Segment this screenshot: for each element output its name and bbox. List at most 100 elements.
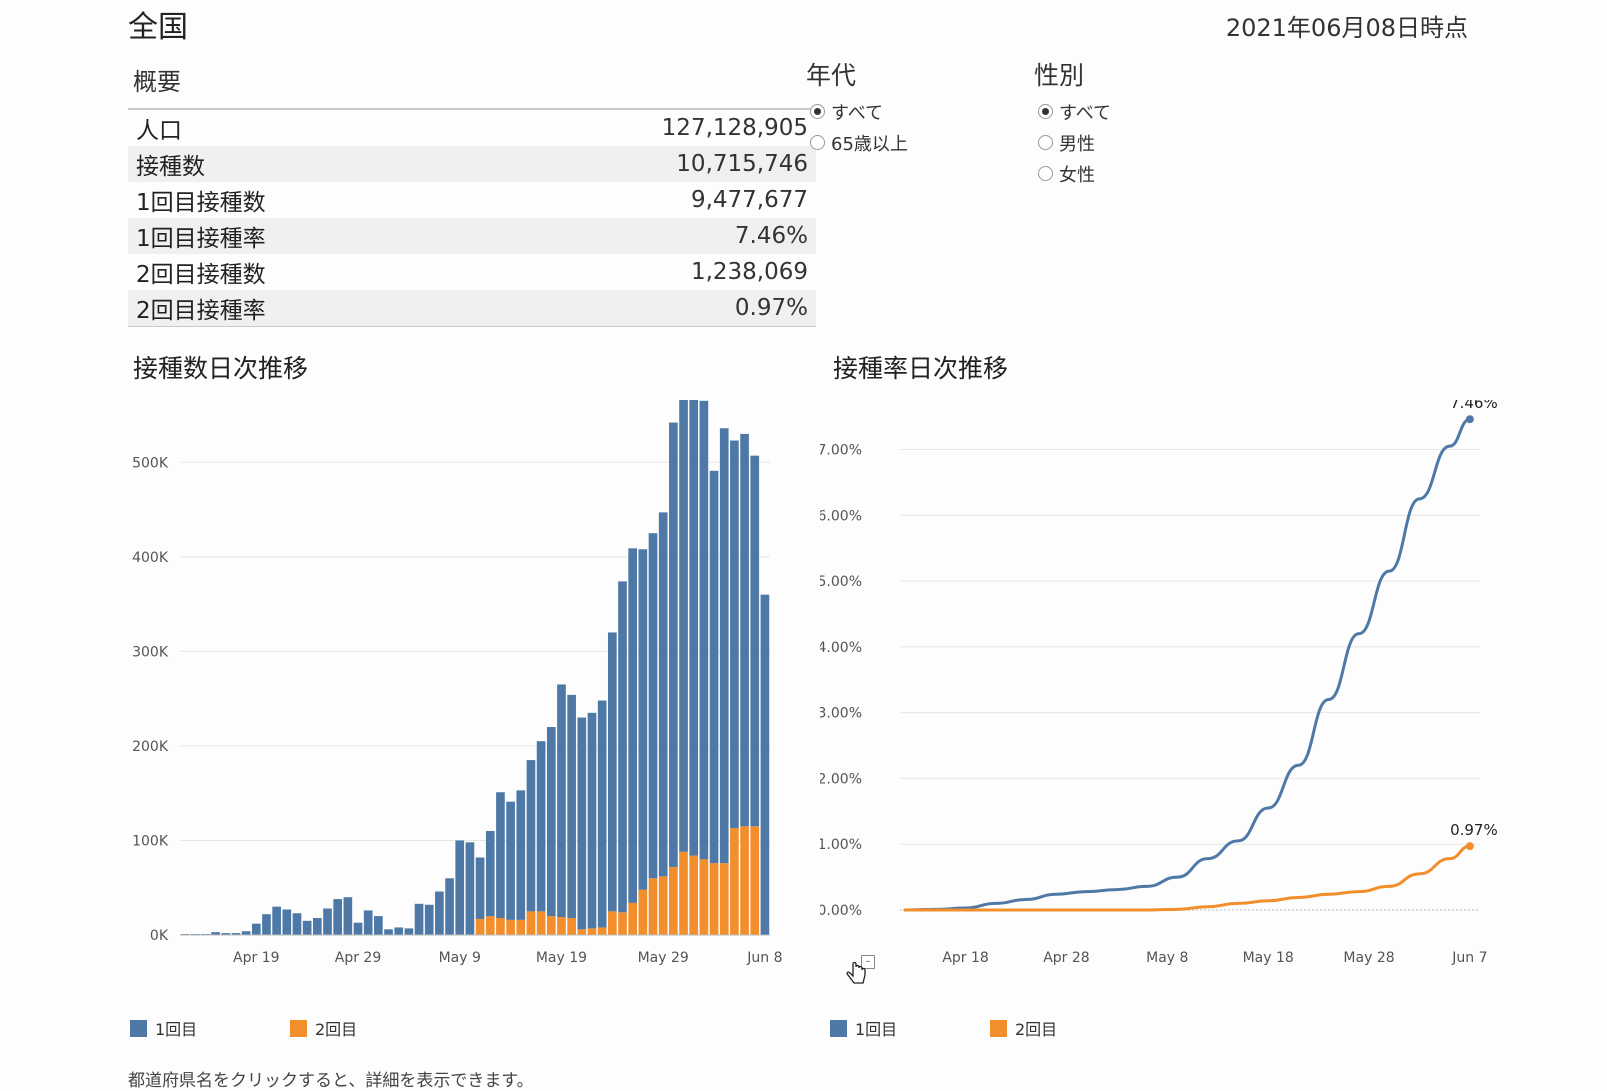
bar-first-dose[interactable] <box>699 400 709 860</box>
bar-second-dose[interactable] <box>516 919 526 935</box>
end-point[interactable] <box>1465 415 1474 424</box>
bar-second-dose[interactable] <box>536 911 546 935</box>
bar-second-dose[interactable] <box>638 889 648 935</box>
bar-first-dose[interactable] <box>628 548 638 903</box>
bar-first-dose[interactable] <box>648 533 658 879</box>
bar-first-dose[interactable] <box>669 422 678 867</box>
bar-first-dose[interactable] <box>485 831 495 917</box>
bar-second-dose[interactable] <box>719 863 729 935</box>
bar-first-dose[interactable] <box>465 842 475 935</box>
bar-first-dose[interactable] <box>424 904 434 935</box>
bar-second-dose[interactable] <box>546 916 556 935</box>
bar-second-dose[interactable] <box>679 851 688 935</box>
bar-first-dose[interactable] <box>312 917 322 935</box>
line-first-dose[interactable] <box>903 417 1472 912</box>
bar-first-dose[interactable] <box>607 632 617 912</box>
bar-second-dose[interactable] <box>587 928 597 935</box>
bar-second-dose[interactable] <box>567 917 576 935</box>
bar-first-dose[interactable] <box>282 909 292 935</box>
bar-second-dose[interactable] <box>475 918 485 935</box>
sex-option[interactable]: 女性 <box>1038 158 1111 189</box>
bar-second-dose[interactable] <box>730 828 739 935</box>
bar-first-dose[interactable] <box>353 922 363 935</box>
bar-second-dose[interactable] <box>607 911 617 935</box>
line-second-dose[interactable] <box>903 844 1472 912</box>
bar-second-dose[interactable] <box>658 876 668 935</box>
bar-second-dose[interactable] <box>628 902 638 935</box>
bar-first-dose[interactable] <box>740 433 749 827</box>
bar-first-dose[interactable] <box>333 899 343 935</box>
bar-first-dose[interactable] <box>709 470 719 864</box>
bar-first-dose[interactable] <box>455 840 465 935</box>
bar-second-dose[interactable] <box>740 826 749 935</box>
bar-first-dose[interactable] <box>577 717 587 930</box>
radio-button[interactable] <box>1038 104 1053 119</box>
radio-button[interactable] <box>810 135 825 150</box>
bar-first-dose[interactable] <box>445 878 454 935</box>
bar-second-dose[interactable] <box>709 863 719 935</box>
bar-first-dose[interactable] <box>292 913 302 935</box>
bar-first-dose[interactable] <box>597 700 607 928</box>
bar-first-dose[interactable] <box>272 906 281 935</box>
bar-first-dose[interactable] <box>516 790 526 920</box>
bar-first-dose[interactable] <box>546 727 556 917</box>
bar-second-dose[interactable] <box>506 919 515 935</box>
bar-first-dose[interactable] <box>394 927 404 935</box>
bar-second-dose[interactable] <box>689 855 699 935</box>
collapse-icon[interactable]: – <box>861 955 875 969</box>
bar-first-dose[interactable] <box>262 914 271 935</box>
bar-first-dose[interactable] <box>658 512 668 877</box>
bar-second-dose[interactable] <box>577 929 587 935</box>
bar-second-dose[interactable] <box>485 916 495 935</box>
bar-first-dose[interactable] <box>211 932 220 935</box>
radio-button[interactable] <box>810 104 825 119</box>
bar-first-dose[interactable] <box>719 428 729 864</box>
bar-first-dose[interactable] <box>496 792 505 918</box>
bar-second-dose[interactable] <box>618 912 627 935</box>
bar-first-dose[interactable] <box>404 928 414 935</box>
age-option[interactable]: すべて <box>810 96 908 127</box>
bar-first-dose[interactable] <box>302 920 312 935</box>
bar-second-dose[interactable] <box>699 859 709 935</box>
sex-option[interactable]: 男性 <box>1038 127 1111 158</box>
bar-second-dose[interactable] <box>750 826 760 935</box>
bar-first-dose[interactable] <box>343 897 353 935</box>
bar-first-dose[interactable] <box>618 581 627 913</box>
bar-first-dose[interactable] <box>689 400 699 856</box>
bar-second-dose[interactable] <box>648 878 658 935</box>
bar-first-dose[interactable] <box>363 910 373 935</box>
bar-first-dose[interactable] <box>414 903 424 935</box>
radio-button[interactable] <box>1038 166 1053 181</box>
bar-first-dose[interactable] <box>251 923 261 935</box>
bar-first-dose[interactable] <box>638 549 648 890</box>
bar-first-dose[interactable] <box>750 455 760 827</box>
bar-first-dose[interactable] <box>241 931 251 935</box>
bar-first-dose[interactable] <box>730 440 739 829</box>
bar-first-dose[interactable] <box>567 694 576 918</box>
bar-first-dose[interactable] <box>231 933 241 935</box>
bar-second-dose[interactable] <box>526 911 536 935</box>
bar-first-dose[interactable] <box>475 857 485 919</box>
bar-first-dose[interactable] <box>536 741 546 912</box>
bar-first-dose[interactable] <box>323 908 332 935</box>
bar-second-dose[interactable] <box>597 927 607 935</box>
y-tick-label: 400K <box>132 550 169 566</box>
bar-second-dose[interactable] <box>557 917 566 935</box>
summary-row: 1回目接種率 7.46% <box>128 218 816 254</box>
bar-first-dose[interactable] <box>374 916 383 935</box>
bar-first-dose[interactable] <box>506 801 515 920</box>
bar-first-dose[interactable] <box>760 594 770 935</box>
bar-second-dose[interactable] <box>496 917 505 935</box>
bar-first-dose[interactable] <box>221 933 231 935</box>
bar-first-dose[interactable] <box>557 684 566 918</box>
bar-first-dose[interactable] <box>679 400 688 852</box>
bar-first-dose[interactable] <box>587 712 597 929</box>
bar-second-dose[interactable] <box>669 866 678 935</box>
end-point[interactable] <box>1465 842 1474 851</box>
bar-first-dose[interactable] <box>435 891 444 935</box>
bar-first-dose[interactable] <box>526 760 536 912</box>
age-option[interactable]: 65歳以上 <box>810 127 908 158</box>
bar-first-dose[interactable] <box>384 929 393 935</box>
sex-option[interactable]: すべて <box>1038 96 1111 127</box>
radio-button[interactable] <box>1038 135 1053 150</box>
